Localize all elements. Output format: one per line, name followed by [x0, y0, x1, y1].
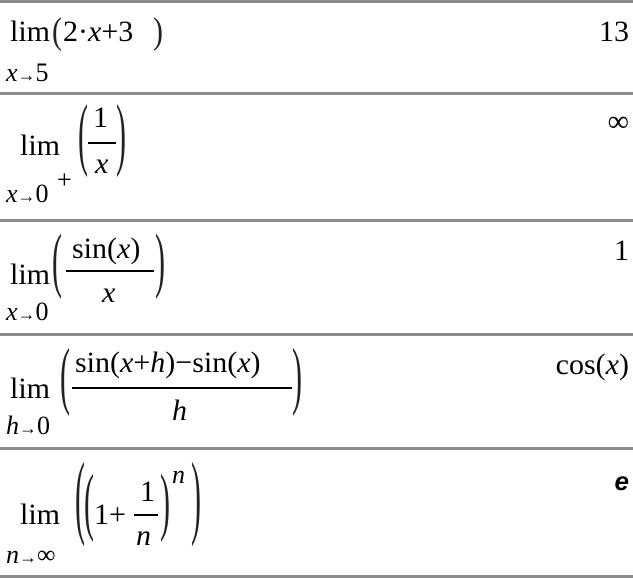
denominator: x: [95, 147, 109, 180]
inner-left-paren: (: [84, 461, 94, 544]
right-paren: ): [116, 89, 126, 179]
result: 13: [599, 15, 629, 48]
outer-left-paren: (: [75, 445, 85, 549]
fraction-bar: [88, 142, 116, 144]
history-entry-4[interactable]: lim ( sin(x+h)−sin(x) h ) h→0 cos(x): [0, 333, 633, 448]
history-entry-3[interactable]: lim ( sin(x) x ) x→0 1: [0, 219, 633, 334]
result: e: [614, 466, 629, 496]
fraction-bar: [66, 270, 154, 272]
numerator: 1: [140, 475, 155, 508]
lim-label: lim: [20, 498, 61, 531]
left-paren: (: [78, 89, 88, 179]
right-paren: ): [153, 10, 163, 52]
history-entry-5[interactable]: lim ( ( 1+ 1 n ) n ) n→∞ e: [0, 447, 633, 578]
inner-right-paren: ): [160, 461, 170, 544]
denominator: n: [136, 519, 151, 552]
denominator: h: [172, 394, 187, 427]
numerator: sin(x): [72, 232, 141, 265]
numerator: sin(x+h)−sin(x): [75, 346, 261, 379]
expression: 2·x+3: [63, 15, 134, 48]
exponent: n: [172, 460, 185, 489]
lim-label: lim: [10, 258, 51, 291]
result: cos(x): [555, 348, 629, 381]
result: ∞: [607, 105, 629, 138]
lim-label: lim: [10, 15, 51, 48]
history-entry-1[interactable]: lim ( 2·x+3 ) x→5 13: [0, 0, 633, 93]
right-paren: ): [155, 221, 165, 301]
numerator: 1: [93, 101, 108, 134]
lim-label: lim: [10, 372, 51, 405]
left-paren: (: [60, 335, 70, 418]
lim-label: lim: [20, 129, 61, 162]
fraction-bar: [134, 514, 158, 516]
one-sided-plus: +: [57, 165, 72, 194]
outer-right-paren: ): [191, 445, 201, 549]
denominator: x: [102, 276, 116, 309]
left-paren: (: [52, 221, 62, 301]
one: 1+: [94, 498, 126, 531]
result: 1: [614, 234, 629, 267]
history-entry-2[interactable]: lim ( 1 x ) x→0 + ∞: [0, 92, 633, 220]
left-paren: (: [52, 10, 62, 52]
right-paren: ): [292, 335, 302, 418]
limit-subscript: x→0: [6, 297, 49, 326]
limit-subscript: x→0: [6, 179, 49, 208]
limit-subscript: n→∞: [6, 540, 56, 569]
limit-subscript: h→0: [6, 411, 50, 440]
fraction-bar: [72, 387, 292, 389]
limit-subscript: x→5: [6, 58, 49, 87]
